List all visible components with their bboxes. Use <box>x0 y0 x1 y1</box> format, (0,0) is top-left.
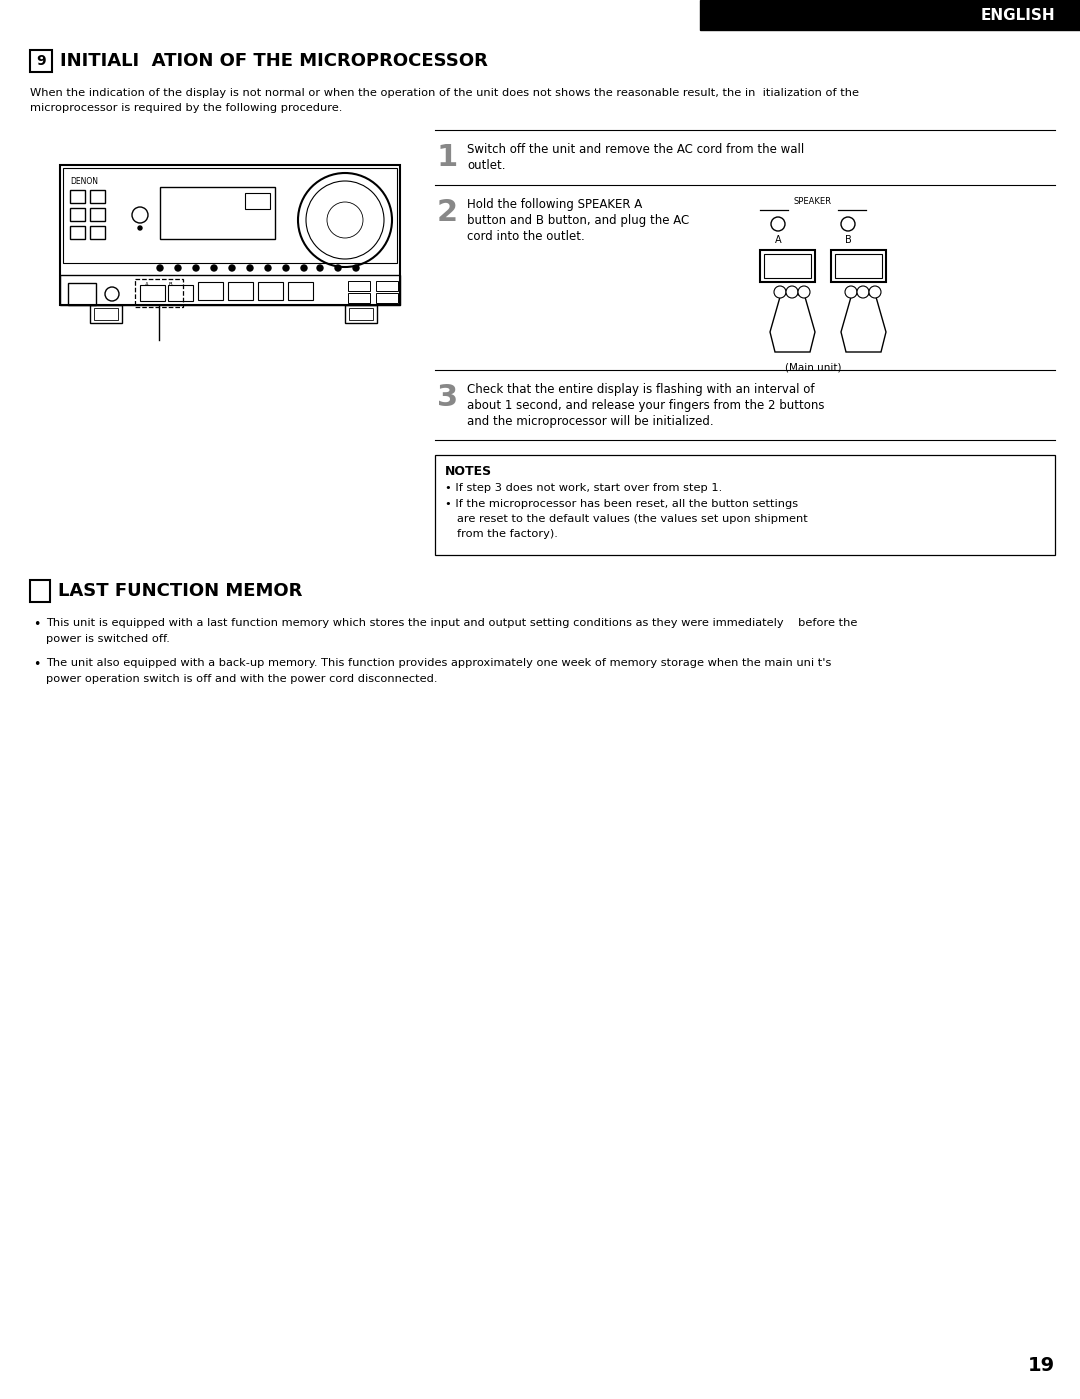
Text: When the indication of the display is not normal or when the operation of the un: When the indication of the display is no… <box>30 88 859 98</box>
Text: B: B <box>168 283 172 287</box>
Circle shape <box>138 227 141 229</box>
Bar <box>94 308 118 320</box>
Circle shape <box>283 264 289 271</box>
Text: button and B button, and plug the AC: button and B button, and plug the AC <box>467 214 689 227</box>
Bar <box>831 250 886 283</box>
Bar <box>90 227 105 239</box>
Circle shape <box>869 285 881 298</box>
Text: Hold the following SPEAKER A: Hold the following SPEAKER A <box>467 199 643 211</box>
Text: power is switched off.: power is switched off. <box>46 634 170 644</box>
Text: • If the microprocessor has been reset, all the button settings: • If the microprocessor has been reset, … <box>445 499 798 509</box>
Text: 3: 3 <box>437 383 458 411</box>
Circle shape <box>774 285 786 298</box>
Circle shape <box>858 285 869 298</box>
Text: B: B <box>845 235 851 245</box>
Text: cord into the outlet.: cord into the outlet. <box>467 229 584 243</box>
Text: •: • <box>33 658 40 672</box>
Bar <box>348 292 370 304</box>
Text: about 1 second, and release your fingers from the 2 buttons: about 1 second, and release your fingers… <box>467 399 824 411</box>
Bar <box>70 190 85 203</box>
Bar <box>70 227 85 239</box>
Text: DENON: DENON <box>70 178 98 186</box>
Circle shape <box>175 264 181 271</box>
Circle shape <box>193 264 199 271</box>
Bar <box>63 168 397 263</box>
Bar <box>135 278 183 306</box>
Bar <box>90 305 122 323</box>
Bar <box>60 165 400 305</box>
Bar <box>160 187 275 239</box>
Circle shape <box>845 285 858 298</box>
Circle shape <box>247 264 253 271</box>
Polygon shape <box>841 292 886 353</box>
Text: Check that the entire display is flashing with an interval of: Check that the entire display is flashin… <box>467 383 814 396</box>
Text: The unit also equipped with a back-up memory. This function provides approximate: The unit also equipped with a back-up me… <box>46 658 832 667</box>
Bar <box>349 308 373 320</box>
Text: LAST FUNCTION MEMOR: LAST FUNCTION MEMOR <box>58 582 302 600</box>
Text: are reset to the default values (the values set upon shipment: are reset to the default values (the val… <box>457 513 808 525</box>
Bar <box>835 255 882 278</box>
Bar <box>70 208 85 221</box>
Bar <box>90 208 105 221</box>
Bar <box>140 285 165 301</box>
Text: 9: 9 <box>37 55 45 69</box>
Bar <box>376 292 399 304</box>
Circle shape <box>318 264 323 271</box>
Text: 19: 19 <box>1028 1356 1055 1375</box>
Circle shape <box>229 264 235 271</box>
Circle shape <box>786 285 798 298</box>
Text: ENGLISH: ENGLISH <box>981 7 1055 22</box>
Bar <box>30 581 50 602</box>
Text: NOTES: NOTES <box>445 464 492 478</box>
Text: microprocessor is required by the following procedure.: microprocessor is required by the follow… <box>30 104 342 113</box>
Bar <box>288 283 313 299</box>
Bar <box>168 285 193 301</box>
Circle shape <box>798 285 810 298</box>
Text: 2: 2 <box>437 199 458 227</box>
Bar <box>68 283 96 305</box>
Bar <box>30 50 52 71</box>
Bar <box>435 455 1055 555</box>
Bar <box>760 250 815 283</box>
Bar <box>345 305 377 323</box>
Text: Switch off the unit and remove the AC cord from the wall: Switch off the unit and remove the AC co… <box>467 143 805 157</box>
Text: outlet.: outlet. <box>467 159 505 172</box>
Text: This unit is equipped with a last function memory which stores the input and out: This unit is equipped with a last functi… <box>46 618 858 628</box>
Text: power operation switch is off and with the power cord disconnected.: power operation switch is off and with t… <box>46 674 437 684</box>
Bar <box>376 281 399 291</box>
Text: A: A <box>774 235 781 245</box>
Bar <box>700 0 1080 29</box>
Text: and the microprocessor will be initialized.: and the microprocessor will be initializ… <box>467 416 714 428</box>
Text: 1: 1 <box>437 143 458 172</box>
Circle shape <box>265 264 271 271</box>
Text: A: A <box>145 283 149 287</box>
Bar <box>245 193 270 208</box>
Circle shape <box>335 264 341 271</box>
Circle shape <box>211 264 217 271</box>
Text: • If step 3 does not work, start over from step 1.: • If step 3 does not work, start over fr… <box>445 483 723 492</box>
Polygon shape <box>770 292 815 353</box>
Bar <box>228 283 253 299</box>
Text: •: • <box>33 618 40 631</box>
Text: INITIALI  ATION OF THE MICROPROCESSOR: INITIALI ATION OF THE MICROPROCESSOR <box>60 52 488 70</box>
Circle shape <box>157 264 163 271</box>
Bar <box>348 281 370 291</box>
Text: SPEAKER: SPEAKER <box>794 197 832 206</box>
Bar <box>258 283 283 299</box>
Bar <box>198 283 222 299</box>
Text: (Main unit): (Main unit) <box>785 362 841 372</box>
Circle shape <box>301 264 307 271</box>
Bar <box>90 190 105 203</box>
Bar <box>60 276 400 305</box>
Circle shape <box>353 264 359 271</box>
Bar <box>764 255 811 278</box>
Text: from the factory).: from the factory). <box>457 529 558 539</box>
